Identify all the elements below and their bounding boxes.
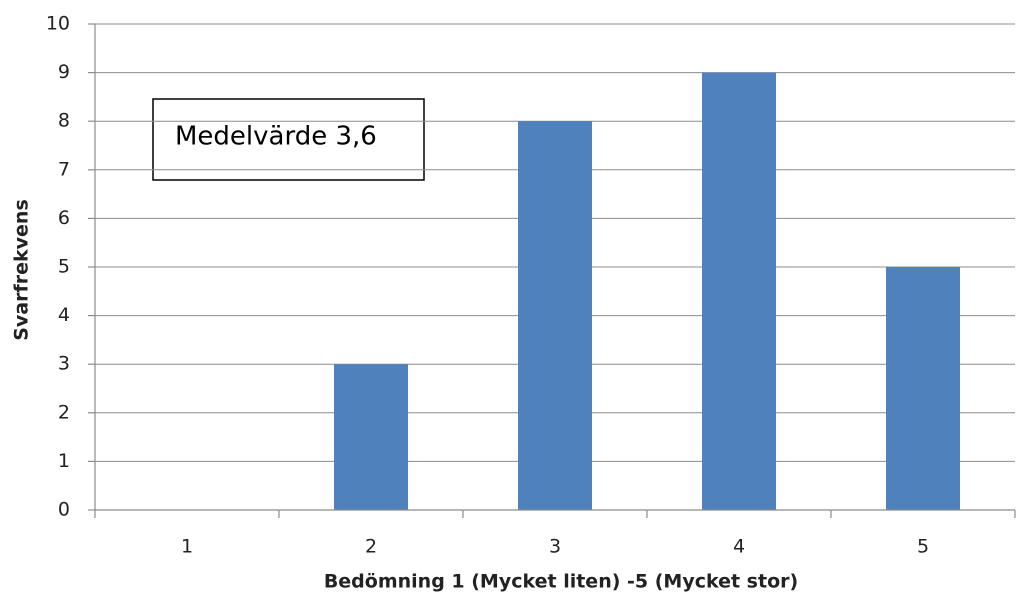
x-tick-label: 3 xyxy=(549,536,561,558)
y-tick-label: 8 xyxy=(58,110,70,132)
y-tick-label: 0 xyxy=(58,499,70,521)
y-tick-label: 9 xyxy=(58,61,70,83)
annotation: Medelvärde 3,6 xyxy=(175,122,377,152)
y-tick-label: 2 xyxy=(58,401,70,423)
y-tick-label: 4 xyxy=(58,304,70,326)
y-tick-label: 10 xyxy=(46,13,70,35)
y-tick-label: 7 xyxy=(58,158,70,180)
y-tick-label: 3 xyxy=(58,353,70,375)
bar xyxy=(518,121,592,510)
y-tick-label: 6 xyxy=(58,207,70,229)
y-tick-label: 5 xyxy=(58,256,70,278)
x-tick-label: 1 xyxy=(181,536,193,558)
annotation-box xyxy=(152,98,425,181)
y-axis-title: Svarfrekvens xyxy=(11,199,33,341)
x-tick-label: 4 xyxy=(733,536,745,558)
bar xyxy=(334,364,408,510)
bar xyxy=(886,267,960,510)
x-tick-label: 2 xyxy=(365,536,377,558)
x-axis-title: Bedömning 1 (Mycket liten) -5 (Mycket st… xyxy=(324,571,798,593)
x-tick-label: 5 xyxy=(917,536,929,558)
bar xyxy=(702,72,776,510)
y-tick-label: 1 xyxy=(58,450,70,472)
